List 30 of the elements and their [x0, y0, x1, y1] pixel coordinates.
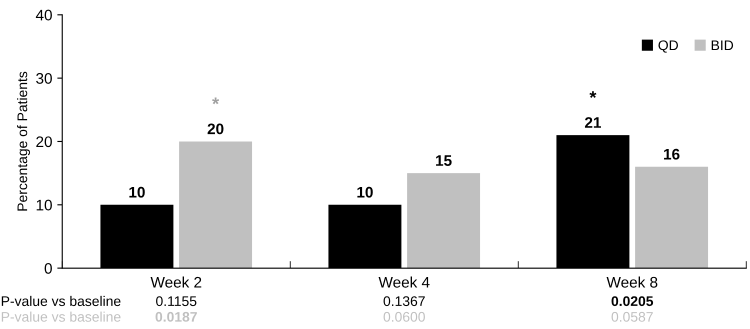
data-label: 21: [584, 117, 601, 128]
x-tick-label: Week 8: [606, 276, 658, 288]
annotation: *: [212, 98, 220, 104]
data-label: 10: [357, 186, 373, 198]
text: 0.0600: [384, 312, 425, 322]
text: 0.1155: [156, 296, 196, 306]
legend-label: QD: [658, 40, 678, 53]
data-label: 16: [664, 148, 680, 160]
bar: [407, 173, 480, 268]
y-tick-label: 10: [36, 200, 52, 210]
x-tick-label: Week 2: [150, 276, 202, 288]
text: 0.0187: [156, 312, 197, 322]
y-axis-title: Percentage of Patients: [17, 72, 30, 211]
data-label: 15: [436, 155, 452, 166]
y-tick-label: 20: [36, 136, 52, 148]
legend-label: BID: [712, 40, 734, 50]
text: 0.1367: [384, 296, 425, 306]
text: 0.0587: [612, 312, 653, 322]
bar: [179, 141, 252, 268]
data-label: 10: [129, 186, 145, 198]
x-tick-label: Week 4: [378, 276, 430, 288]
bar: [635, 166, 708, 268]
text: 0.0205: [612, 296, 654, 306]
y-tick-label: 0: [44, 263, 52, 274]
text: P-value vs baseline: [2, 312, 121, 322]
annotation: *: [589, 91, 596, 98]
y-tick-label: 40: [36, 10, 52, 20]
data-label: 20: [208, 123, 224, 134]
y-tick-label: 30: [36, 73, 52, 84]
text: P-value vs baseline: [2, 296, 121, 306]
